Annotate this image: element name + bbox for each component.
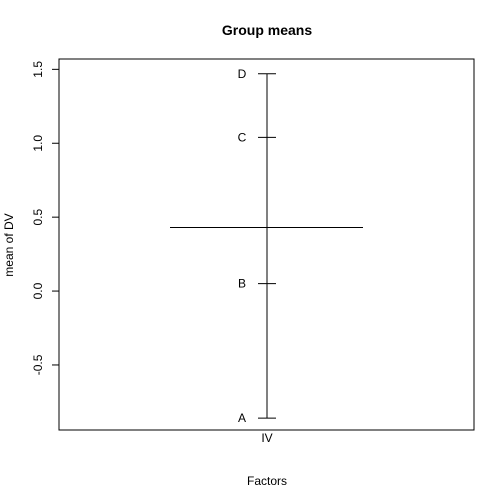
y-tick-label: -0.5 [31,354,45,375]
chart-title: Group means [222,22,312,38]
y-axis-label: mean of DV [2,213,16,276]
group-label: C [238,130,247,144]
y-tick-label: 0.0 [31,282,45,299]
y-tick-label: 1.0 [31,135,45,152]
y-tick-label: 0.5 [31,208,45,225]
group-label: B [238,277,246,291]
x-axis-label: Factors [247,474,287,488]
group-label: D [238,67,247,81]
plot-area: A B C D IV [170,67,363,445]
group-label: A [238,411,246,425]
y-axis: -0.5 0.0 0.5 1.0 1.5 [31,61,60,375]
factor-label: IV [261,431,272,445]
y-tick-label: 1.5 [31,61,45,78]
